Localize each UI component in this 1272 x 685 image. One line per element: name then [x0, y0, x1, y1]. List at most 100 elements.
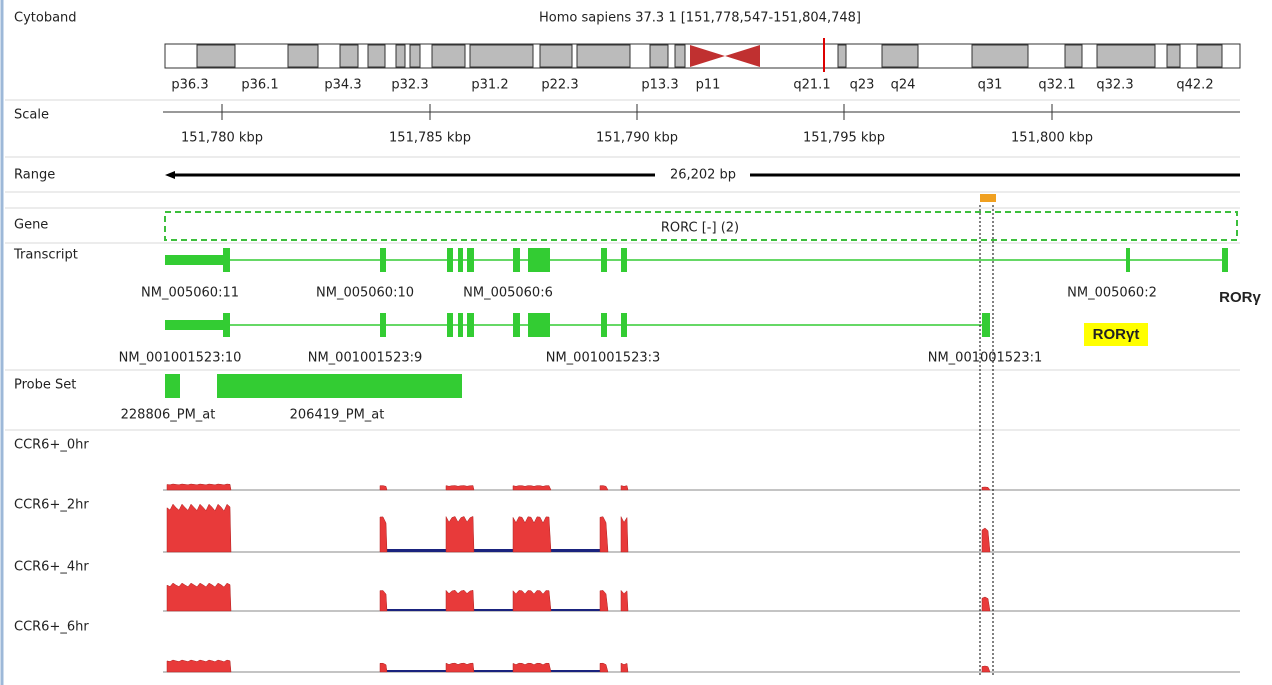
- track-label: Gene: [14, 218, 48, 233]
- track-label: Cytoband: [14, 11, 77, 26]
- band-label: p32.3: [391, 78, 428, 93]
- coverage-peak: [512, 590, 552, 612]
- coverage-peak: [599, 485, 609, 491]
- band-label: p36.3: [171, 78, 208, 93]
- band-label: q32.3: [1096, 78, 1133, 93]
- scale-label: 151,790 kbp: [596, 131, 678, 146]
- track-label: CCR6+_2hr: [14, 498, 89, 513]
- band-label: q24: [891, 78, 916, 93]
- coverage-peak: [599, 662, 609, 673]
- exon: [223, 248, 230, 272]
- low-coverage: [387, 609, 600, 611]
- band: [196, 44, 236, 68]
- band-label: q23: [850, 78, 875, 93]
- exon: [1126, 248, 1130, 272]
- band: [539, 44, 573, 68]
- coverage-peak: [512, 662, 552, 673]
- low-coverage: [387, 670, 600, 672]
- isoform-label: RORγ: [1219, 289, 1261, 306]
- coverage-peak: [512, 485, 552, 491]
- exon: [1222, 248, 1228, 272]
- band: [1166, 44, 1181, 68]
- coverage-peak: [445, 485, 475, 491]
- coverage-peak: [445, 516, 475, 553]
- coverage-peak: [620, 516, 629, 553]
- exon: [513, 248, 520, 272]
- coverage-peak: [620, 485, 629, 491]
- coverage-peak: [379, 590, 388, 612]
- range-span: 26,202 bp: [670, 168, 736, 183]
- exon: [601, 248, 607, 272]
- ideogram: p36.3 p36.1 p34.3 p32.3 p31.2 p22.3 p13.3 p11 q2…: [164, 38, 1241, 93]
- coverage-peak: [166, 659, 232, 673]
- coverage-peak: [166, 483, 232, 491]
- band-label: p22.3: [541, 78, 578, 93]
- coverage-peak: [599, 590, 609, 612]
- coverage-peak: [166, 503, 232, 553]
- coverage-peak: [599, 516, 609, 553]
- centromere: [690, 45, 760, 67]
- exon: [621, 248, 627, 272]
- coverage-peak: [379, 662, 388, 673]
- coverage-peak: [981, 596, 991, 612]
- exon: [982, 313, 990, 337]
- band: [881, 44, 919, 68]
- track-label: Scale: [14, 108, 49, 123]
- band-label: p34.3: [324, 78, 361, 93]
- exon-label: NM_001001523:1: [928, 351, 1043, 366]
- band: [576, 44, 631, 68]
- exon: [447, 313, 453, 337]
- transcripts: [165, 248, 1228, 337]
- coverage-peak: [445, 589, 475, 612]
- coverage-peak: [981, 665, 991, 673]
- exon: [528, 248, 550, 272]
- band: [649, 44, 669, 68]
- track-label: CCR6+_0hr: [14, 438, 89, 453]
- exon: [223, 313, 230, 337]
- track-label: CCR6+_4hr: [14, 560, 89, 575]
- coverage-peak: [166, 582, 232, 612]
- scale-label: 151,795 kbp: [803, 131, 885, 146]
- exon: [458, 248, 463, 272]
- exon: [447, 248, 453, 272]
- band-label: p11: [696, 78, 721, 93]
- exon: [621, 313, 627, 337]
- band-label: q42.2: [1176, 78, 1213, 93]
- band: [409, 44, 421, 68]
- low-coverage: [387, 549, 600, 552]
- title: Homo sapiens 37.3 1 [151,778,547-151,804…: [539, 11, 861, 26]
- exon-label: NM_005060:10: [316, 286, 414, 301]
- track-label: Range: [14, 168, 55, 183]
- probe-label: 206419_PM_at: [290, 408, 385, 423]
- range-arrow: [165, 171, 175, 179]
- band-label: q21.1: [793, 78, 830, 93]
- exon: [467, 313, 474, 337]
- gene-name: RORC [-] (2): [661, 221, 739, 236]
- exon-label: NM_001001523:10: [119, 351, 242, 366]
- coverage-peak: [445, 662, 475, 673]
- exon-label: NM_005060:11: [141, 286, 239, 301]
- band-label: q31: [978, 78, 1003, 93]
- separators: [5, 99, 1240, 431]
- gene-box: [164, 211, 1238, 241]
- probe-label: 228806_PM_at: [121, 408, 216, 423]
- band: [1096, 44, 1156, 68]
- band-label: p36.1: [241, 78, 278, 93]
- probe: [217, 374, 462, 398]
- exon-label: NM_001001523:9: [308, 351, 423, 366]
- exon-label: NM_005060:6: [463, 286, 553, 301]
- band: [971, 44, 1029, 68]
- isoform-label: RORγt: [1093, 326, 1140, 343]
- band-label: q32.1: [1038, 78, 1075, 93]
- coverage-peak: [379, 485, 388, 491]
- exon: [380, 248, 386, 272]
- band: [469, 44, 534, 68]
- probe: [165, 374, 180, 398]
- band: [367, 44, 386, 68]
- exon: [458, 313, 463, 337]
- track-label: Probe Set: [14, 378, 76, 393]
- band: [1196, 44, 1223, 68]
- band: [674, 44, 686, 68]
